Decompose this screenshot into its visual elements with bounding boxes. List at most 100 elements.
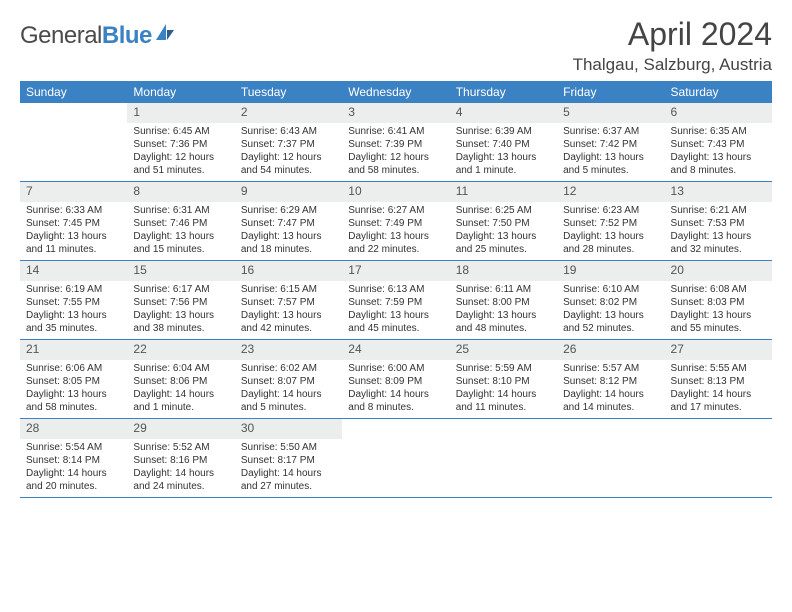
day-cell: 9Sunrise: 6:29 AMSunset: 7:47 PMDaylight…: [235, 182, 342, 260]
day-cell: 3Sunrise: 6:41 AMSunset: 7:39 PMDaylight…: [342, 103, 449, 181]
day-info: Sunrise: 6:43 AMSunset: 7:37 PMDaylight:…: [235, 123, 342, 181]
day-day1: Daylight: 13 hours: [348, 230, 443, 243]
week-row: .1Sunrise: 6:45 AMSunset: 7:36 PMDayligh…: [20, 103, 772, 182]
day-header-sun: Sunday: [20, 81, 127, 103]
day-info: Sunrise: 6:41 AMSunset: 7:39 PMDaylight:…: [342, 123, 449, 181]
day-number: 20: [665, 261, 772, 281]
day-day2: and 1 minute.: [133, 401, 228, 414]
day-sunrise: Sunrise: 6:29 AM: [241, 204, 336, 217]
day-number: 25: [450, 340, 557, 360]
day-sunrise: Sunrise: 6:21 AM: [671, 204, 766, 217]
day-sunset: Sunset: 7:45 PM: [26, 217, 121, 230]
day-cell: 14Sunrise: 6:19 AMSunset: 7:55 PMDayligh…: [20, 261, 127, 339]
day-info: Sunrise: 6:11 AMSunset: 8:00 PMDaylight:…: [450, 281, 557, 339]
day-sunrise: Sunrise: 5:54 AM: [26, 441, 121, 454]
day-sunrise: Sunrise: 6:23 AM: [563, 204, 658, 217]
day-sunrise: Sunrise: 6:25 AM: [456, 204, 551, 217]
week-row: 21Sunrise: 6:06 AMSunset: 8:05 PMDayligh…: [20, 340, 772, 419]
calendar: Sunday Monday Tuesday Wednesday Thursday…: [20, 81, 772, 498]
day-number: 16: [235, 261, 342, 281]
day-sunrise: Sunrise: 5:59 AM: [456, 362, 551, 375]
day-day1: Daylight: 13 hours: [456, 309, 551, 322]
day-sunset: Sunset: 8:07 PM: [241, 375, 336, 388]
day-header-row: Sunday Monday Tuesday Wednesday Thursday…: [20, 81, 772, 103]
day-cell: 7Sunrise: 6:33 AMSunset: 7:45 PMDaylight…: [20, 182, 127, 260]
day-sunset: Sunset: 8:03 PM: [671, 296, 766, 309]
day-sunset: Sunset: 8:06 PM: [133, 375, 228, 388]
day-sunrise: Sunrise: 6:27 AM: [348, 204, 443, 217]
day-day2: and 25 minutes.: [456, 243, 551, 256]
day-sunset: Sunset: 7:46 PM: [133, 217, 228, 230]
day-day2: and 8 minutes.: [671, 164, 766, 177]
day-day2: and 52 minutes.: [563, 322, 658, 335]
day-sunrise: Sunrise: 6:00 AM: [348, 362, 443, 375]
day-cell: .: [450, 419, 557, 497]
day-cell: 19Sunrise: 6:10 AMSunset: 8:02 PMDayligh…: [557, 261, 664, 339]
day-day2: and 17 minutes.: [671, 401, 766, 414]
day-day2: and 8 minutes.: [348, 401, 443, 414]
day-day2: and 18 minutes.: [241, 243, 336, 256]
day-sunrise: Sunrise: 6:04 AM: [133, 362, 228, 375]
day-day1: Daylight: 13 hours: [133, 230, 228, 243]
day-sunrise: Sunrise: 5:55 AM: [671, 362, 766, 375]
day-cell: .: [665, 419, 772, 497]
day-cell: 12Sunrise: 6:23 AMSunset: 7:52 PMDayligh…: [557, 182, 664, 260]
day-sunset: Sunset: 7:50 PM: [456, 217, 551, 230]
day-info: Sunrise: 5:57 AMSunset: 8:12 PMDaylight:…: [557, 360, 664, 418]
day-info: Sunrise: 6:02 AMSunset: 8:07 PMDaylight:…: [235, 360, 342, 418]
day-day1: Daylight: 14 hours: [241, 388, 336, 401]
day-number: 30: [235, 419, 342, 439]
day-info: Sunrise: 6:13 AMSunset: 7:59 PMDaylight:…: [342, 281, 449, 339]
day-sunrise: Sunrise: 6:02 AM: [241, 362, 336, 375]
day-day1: Daylight: 13 hours: [563, 151, 658, 164]
day-sunset: Sunset: 7:56 PM: [133, 296, 228, 309]
day-day1: Daylight: 13 hours: [241, 230, 336, 243]
day-number: 24: [342, 340, 449, 360]
day-day2: and 28 minutes.: [563, 243, 658, 256]
day-sunrise: Sunrise: 6:39 AM: [456, 125, 551, 138]
day-number: 14: [20, 261, 127, 281]
day-day1: Daylight: 14 hours: [241, 467, 336, 480]
day-sunset: Sunset: 7:36 PM: [133, 138, 228, 151]
day-header-mon: Monday: [127, 81, 234, 103]
day-sunrise: Sunrise: 5:52 AM: [133, 441, 228, 454]
day-day2: and 5 minutes.: [241, 401, 336, 414]
day-day2: and 32 minutes.: [671, 243, 766, 256]
day-cell: 6Sunrise: 6:35 AMSunset: 7:43 PMDaylight…: [665, 103, 772, 181]
day-day1: Daylight: 13 hours: [671, 151, 766, 164]
day-day1: Daylight: 12 hours: [133, 151, 228, 164]
day-day2: and 45 minutes.: [348, 322, 443, 335]
day-info: Sunrise: 6:06 AMSunset: 8:05 PMDaylight:…: [20, 360, 127, 418]
day-day1: Daylight: 13 hours: [348, 309, 443, 322]
day-sunset: Sunset: 7:42 PM: [563, 138, 658, 151]
day-day2: and 42 minutes.: [241, 322, 336, 335]
day-day2: and 35 minutes.: [26, 322, 121, 335]
day-cell: 26Sunrise: 5:57 AMSunset: 8:12 PMDayligh…: [557, 340, 664, 418]
day-day2: and 58 minutes.: [348, 164, 443, 177]
day-cell: 20Sunrise: 6:08 AMSunset: 8:03 PMDayligh…: [665, 261, 772, 339]
day-cell: .: [20, 103, 127, 181]
day-info: Sunrise: 5:55 AMSunset: 8:13 PMDaylight:…: [665, 360, 772, 418]
day-info: Sunrise: 6:08 AMSunset: 8:03 PMDaylight:…: [665, 281, 772, 339]
logo-part2: Blue: [102, 22, 152, 49]
day-info: Sunrise: 5:59 AMSunset: 8:10 PMDaylight:…: [450, 360, 557, 418]
day-sunset: Sunset: 8:05 PM: [26, 375, 121, 388]
day-day1: Daylight: 13 hours: [563, 230, 658, 243]
day-day1: Daylight: 13 hours: [671, 309, 766, 322]
day-day1: Daylight: 13 hours: [456, 151, 551, 164]
day-day2: and 48 minutes.: [456, 322, 551, 335]
week-row: 28Sunrise: 5:54 AMSunset: 8:14 PMDayligh…: [20, 419, 772, 498]
day-day1: Daylight: 13 hours: [241, 309, 336, 322]
day-sunrise: Sunrise: 6:31 AM: [133, 204, 228, 217]
day-day2: and 22 minutes.: [348, 243, 443, 256]
day-day1: Daylight: 14 hours: [133, 388, 228, 401]
day-cell: 10Sunrise: 6:27 AMSunset: 7:49 PMDayligh…: [342, 182, 449, 260]
day-sunrise: Sunrise: 6:19 AM: [26, 283, 121, 296]
day-sunrise: Sunrise: 6:41 AM: [348, 125, 443, 138]
day-sunset: Sunset: 7:39 PM: [348, 138, 443, 151]
day-day1: Daylight: 13 hours: [563, 309, 658, 322]
day-sunset: Sunset: 8:14 PM: [26, 454, 121, 467]
day-day1: Daylight: 14 hours: [671, 388, 766, 401]
day-cell: .: [557, 419, 664, 497]
day-sunrise: Sunrise: 6:45 AM: [133, 125, 228, 138]
